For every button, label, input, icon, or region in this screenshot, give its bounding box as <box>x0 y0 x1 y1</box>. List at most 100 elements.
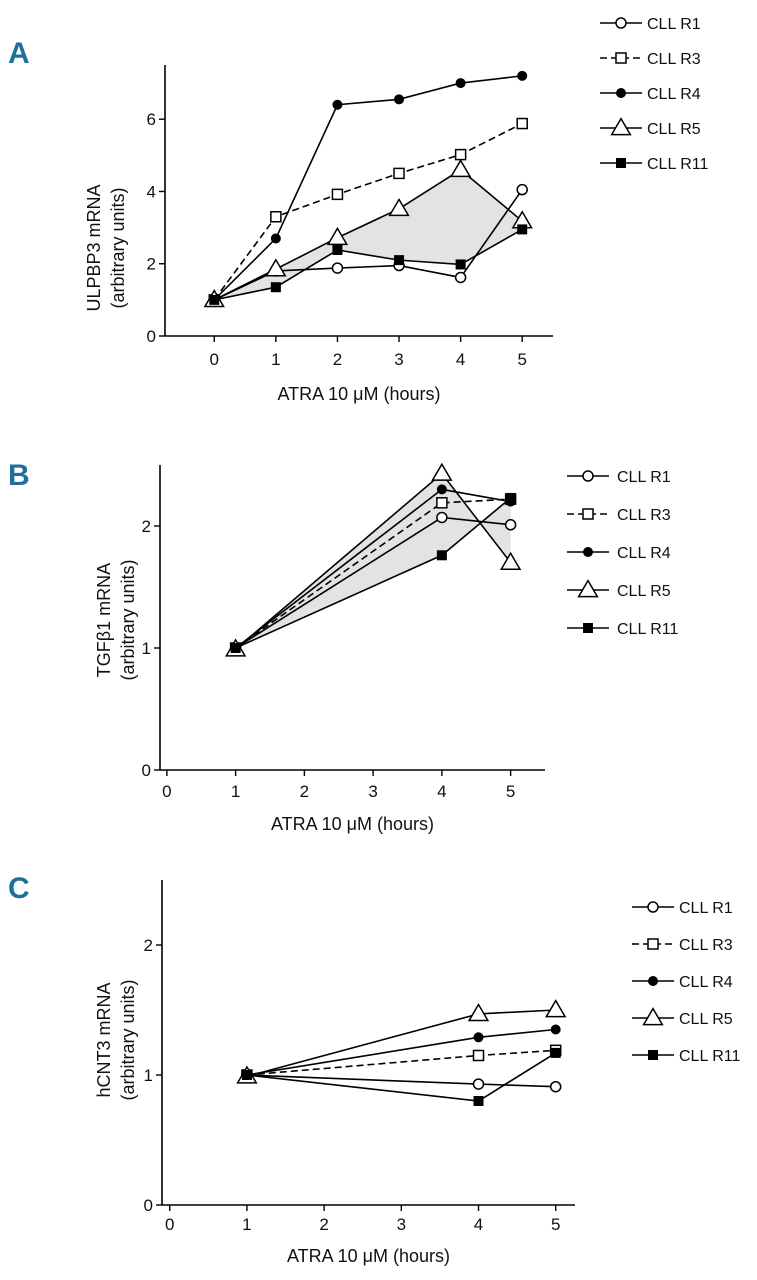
x-tick-label: 5 <box>551 1215 560 1234</box>
x-tick-label: 0 <box>210 350 219 369</box>
data-point-cll-r1 <box>436 511 448 524</box>
x-axis-label: ATRA 10 μM (hours) <box>287 1246 450 1266</box>
legend-label: CLL R5 <box>679 1011 733 1028</box>
data-point-cll-r11 <box>230 643 241 653</box>
panel-c: C 0 1 2 0 1 2 3 4 5 ATRA 10 μM (hours) hCNT3 mRNA (a… <box>8 872 740 1266</box>
data-point-cll-r11 <box>505 492 516 503</box>
legend-item: CLL R4 <box>600 86 701 103</box>
data-point-cll-r1 <box>516 183 528 196</box>
x-tick-label: 0 <box>165 1215 174 1234</box>
data-point-cll-r11 <box>332 245 343 256</box>
series-line-cll-r5 <box>246 1009 556 1078</box>
x-tick-label: 1 <box>231 782 240 801</box>
data-point-cll-r3 <box>454 148 467 161</box>
legend-item: CLL R3 <box>632 937 733 954</box>
x-tick-label: 3 <box>397 1215 406 1234</box>
legend-marker <box>616 158 626 168</box>
data-point-cll-r5 <box>545 999 567 1018</box>
x-tick-label: 5 <box>517 350 526 369</box>
series-line-cll-r4 <box>246 1028 556 1076</box>
data-point-cll-r1 <box>549 1080 562 1093</box>
x-tick-label: 2 <box>300 782 309 801</box>
legend-marker <box>610 117 632 136</box>
data-point-cll-r4 <box>455 78 466 89</box>
y-tick-label: 2 <box>147 255 156 274</box>
legend-marker <box>647 901 659 913</box>
legend-marker <box>642 1007 664 1026</box>
series-line-cll-r11 <box>214 228 523 301</box>
series-line-cll-r5 <box>213 168 523 301</box>
data-point-cll-r1 <box>331 262 344 274</box>
data-point-cll-r4 <box>550 1024 561 1035</box>
data-point-cll-r11 <box>241 1070 252 1080</box>
data-point-cll-r1 <box>454 271 467 284</box>
data-point-cll-r11 <box>436 550 447 561</box>
data-point-cll-r4 <box>436 484 447 495</box>
x-tick-label: 1 <box>271 350 280 369</box>
legend-marker <box>583 547 593 557</box>
data-point-cll-r4 <box>473 1032 484 1043</box>
legend-marker <box>615 52 627 64</box>
x-axis-label: ATRA 10 μM (hours) <box>277 384 440 404</box>
data-point-cll-r11 <box>455 259 466 270</box>
legend-label: CLL R11 <box>679 1048 740 1065</box>
data-point-cll-r3 <box>436 497 448 509</box>
data-point-cll-r5 <box>467 1003 490 1022</box>
data-point-cll-r11 <box>270 282 281 293</box>
legend-item: CLL R11 <box>567 621 678 638</box>
panel-letter-c: C <box>8 872 30 905</box>
series-line-cll-r4 <box>213 75 523 301</box>
series-line-cll-r3 <box>235 498 511 649</box>
legend-item: CLL R11 <box>600 156 708 173</box>
data-point-cll-r5 <box>499 551 522 570</box>
legend-item: CLL R3 <box>567 507 671 524</box>
data-point-cll-r1 <box>472 1078 485 1090</box>
legend-marker <box>615 17 627 29</box>
legend-marker <box>647 938 659 950</box>
y-axis-label: hCNT3 mRNA <box>94 982 114 1097</box>
y-tick-label: 6 <box>147 110 156 129</box>
y-tick-label: 1 <box>142 639 151 658</box>
panel-letter-a: A <box>8 37 30 70</box>
legend-marker <box>577 579 599 598</box>
x-tick-label: 0 <box>162 782 171 801</box>
data-point-cll-r11 <box>209 294 220 305</box>
panel-b: B 0 1 2 0 1 2 3 4 5 ATRA 10 μM (hours) TGFβ1 mRNA (a… <box>8 459 678 834</box>
legend-label: CLL R1 <box>647 16 701 33</box>
legend-label: CLL R1 <box>679 900 733 917</box>
data-point-cll-r5 <box>326 226 349 246</box>
data-point-cll-r11 <box>394 255 405 266</box>
series-line-cll-r1 <box>213 189 523 301</box>
x-tick-label: 5 <box>506 782 515 801</box>
data-point-cll-r5 <box>431 462 453 481</box>
legend: CLL R1 CLL R3 CLL R4 CLL R5 CLL R11 <box>632 900 740 1065</box>
y-tick-label: 2 <box>142 517 151 536</box>
legend: CLL R1 CLL R3 CLL R4 CLL R5 CLL R11 <box>567 469 678 638</box>
data-point-cll-r1 <box>504 519 517 531</box>
legend-marker <box>648 976 658 986</box>
data-point-cll-r11 <box>550 1047 561 1058</box>
legend: CLL R1 CLL R3 CLL R4 CLL R5 CLL R11 <box>600 16 708 173</box>
y-axis-label: (arbitrary units) <box>118 979 138 1100</box>
data-point-cll-r11 <box>473 1096 484 1106</box>
y-tick-label: 2 <box>144 936 153 955</box>
legend-marker <box>582 508 594 520</box>
data-point-cll-r4 <box>517 70 528 81</box>
data-point-cll-r5 <box>265 258 287 277</box>
legend-label: CLL R3 <box>617 507 671 524</box>
legend-marker <box>616 88 626 98</box>
legend-item: CLL R4 <box>632 974 733 991</box>
x-tick-label: 4 <box>474 1215 483 1234</box>
legend-marker <box>582 470 594 482</box>
legend-item: CLL R1 <box>600 16 701 33</box>
y-tick-label: 0 <box>142 761 151 780</box>
x-axis-label: ATRA 10 μM (hours) <box>271 814 434 834</box>
shaded-band <box>214 169 523 300</box>
data-point-cll-r3 <box>393 167 405 180</box>
legend-item: CLL R11 <box>632 1048 740 1065</box>
x-tick-label: 1 <box>242 1215 251 1234</box>
y-tick-label: 0 <box>144 1196 153 1215</box>
y-axis-label: (arbitrary units) <box>118 559 138 680</box>
legend-marker <box>583 623 593 633</box>
y-tick-label: 0 <box>147 327 156 346</box>
